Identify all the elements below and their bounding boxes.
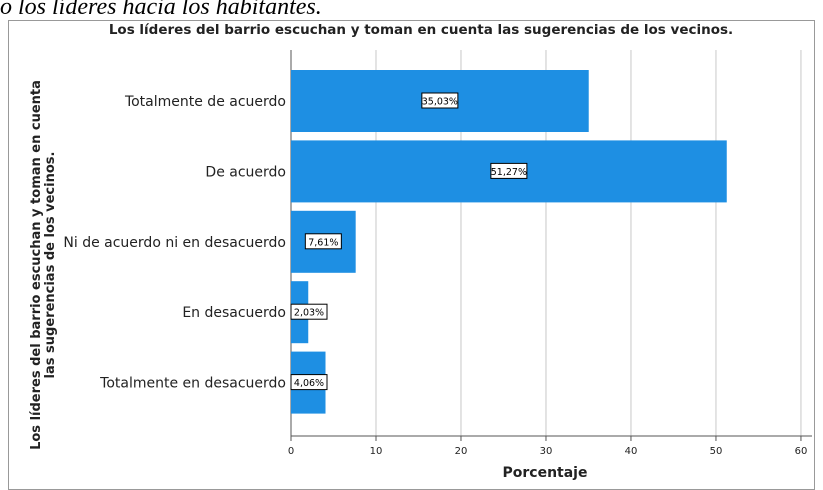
value-label-box: [421, 92, 459, 109]
y-axis-label-line: las sugerencias de los vecinos.: [43, 152, 58, 379]
value-label: 35,03%: [422, 97, 458, 108]
y-tick-label: Totalmente en desacuerdo: [99, 376, 286, 392]
value-label: 7,61%: [308, 237, 338, 248]
x-tick-label: 10: [370, 446, 383, 457]
y-tick-label: En desacuerdo: [182, 305, 286, 321]
chart-title: Los líderes del barrio escuchan y toman …: [109, 22, 733, 38]
y-axis-label-line: Los líderes del barrio escuchan y toman …: [29, 80, 44, 450]
value-label: 51,27%: [491, 167, 527, 178]
x-tick-label: 60: [795, 446, 808, 457]
x-tick-label: 50: [710, 446, 723, 457]
x-tick-label: 40: [625, 446, 638, 457]
x-axis-label: Porcentaje: [503, 465, 588, 481]
value-label-box: [290, 374, 328, 391]
x-tick-label: 0: [288, 446, 294, 457]
value-label-box: [304, 233, 342, 250]
y-axis-label: Los líderes del barrio escuchan y toman …: [29, 80, 58, 450]
value-label: 2,03%: [294, 308, 324, 319]
x-tick-label: 20: [455, 446, 468, 457]
value-label-box: [290, 303, 328, 320]
y-tick-label: Ni de acuerdo ni en desacuerdo: [63, 235, 286, 251]
y-tick-label: De acuerdo: [205, 164, 286, 180]
value-label-box: [490, 162, 528, 179]
caption: o los líderes hacia los habitantes.: [0, 0, 322, 20]
x-tick-label: 30: [540, 446, 553, 457]
y-tick-label: Totalmente de acuerdo: [124, 94, 286, 110]
value-label: 4,06%: [294, 378, 324, 389]
